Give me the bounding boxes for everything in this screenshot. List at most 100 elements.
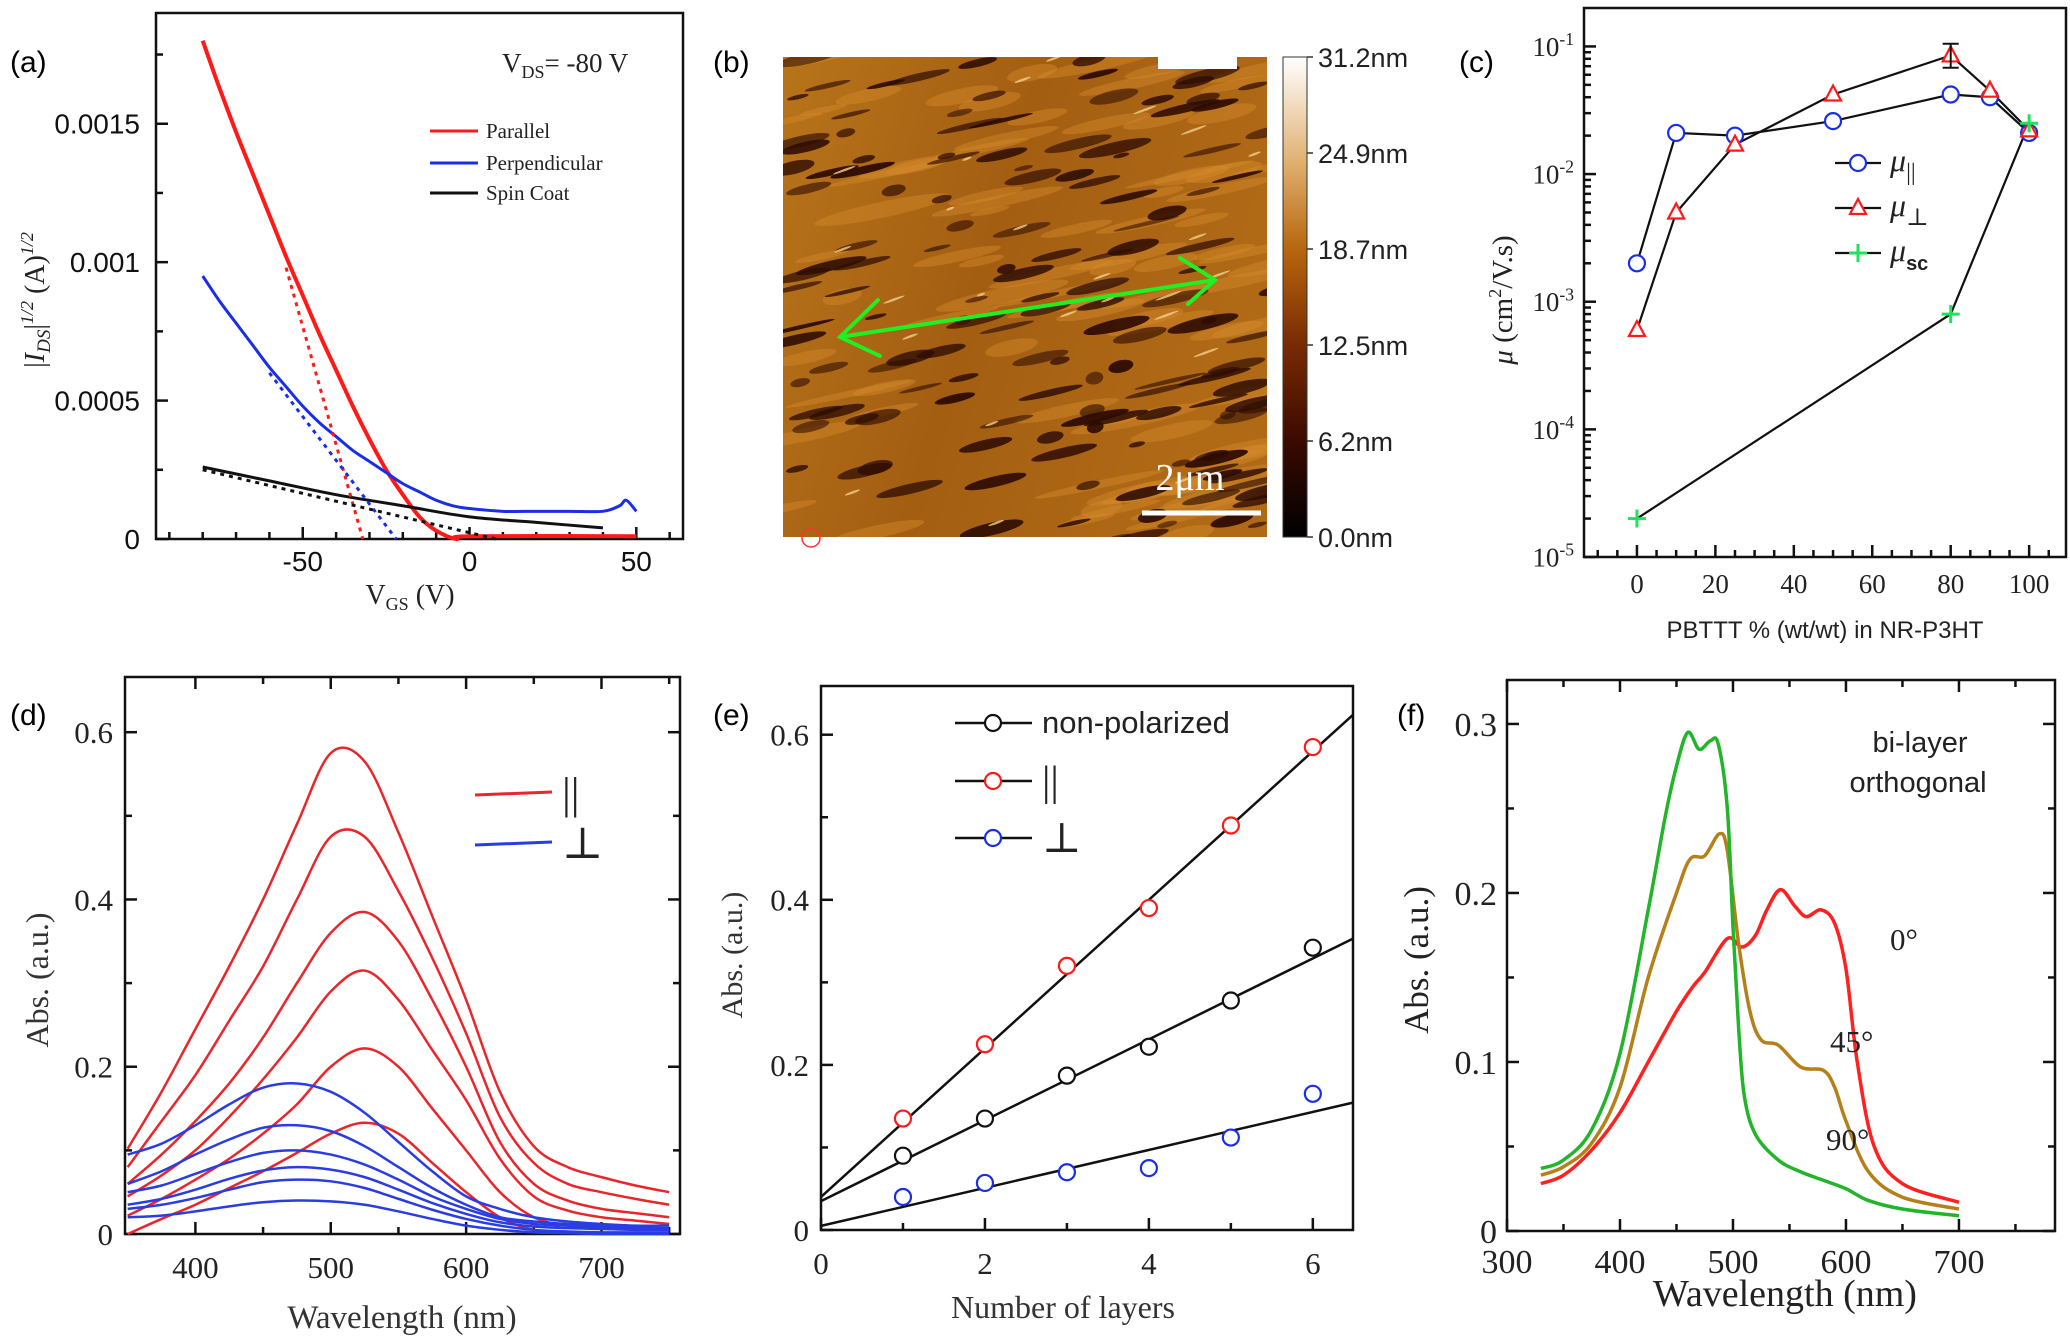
spectrum-line: [1540, 887, 1960, 1204]
spectrum-line: [126, 746, 670, 1194]
data-point: [975, 1173, 995, 1193]
x-tick-label: 80: [1937, 569, 1964, 599]
x-axis-label: VGS (V): [365, 580, 454, 614]
data-point: [1980, 79, 2000, 98]
x-tick-label: 40: [1780, 569, 1807, 599]
legend-symbol: μ: [1889, 187, 1906, 223]
fit-line: [820, 1101, 1354, 1228]
legend: μ||μ⊥μsc: [1835, 142, 1929, 275]
legend-label: ||: [1042, 759, 1059, 805]
legend-label: μ⊥: [1889, 187, 1929, 231]
y-tick-label: 10-5: [1532, 540, 1574, 573]
data-point: [1725, 133, 1745, 152]
data-point: [1627, 509, 1646, 528]
panel-label: (a): [10, 46, 47, 79]
scale-bar-label: 2μm: [1156, 457, 1225, 499]
x-axis-label: Number of layers: [951, 1289, 1175, 1325]
plot-frame: [154, 11, 685, 541]
y-tick-label: 0.4: [74, 882, 113, 917]
data-point: [1221, 816, 1240, 835]
y-tick-exponent: -4: [1559, 412, 1574, 432]
x-tick-label: 0: [462, 546, 478, 577]
image-notch: [1158, 55, 1237, 69]
colorbar: [1282, 56, 1308, 538]
legend-subscript: ||: [1906, 160, 1916, 186]
legend-label: ⊥: [1042, 816, 1082, 862]
y-tick-label: 0: [124, 524, 140, 555]
fit-line: [268, 371, 398, 540]
orientation-arrow: [836, 256, 1219, 358]
y-tick-base: 10: [1532, 287, 1559, 317]
ylabel-sup: 2: [1485, 289, 1505, 298]
spectrum-line: [126, 910, 670, 1219]
series-group: [1540, 730, 1960, 1218]
panel-d-absorption-spectra: 400 500 600 700 0 0.2 0.4 0.6 ||⊥ Abs. (a.u.) Wave…: [19, 675, 682, 1336]
ylabel-bar: |: [20, 362, 51, 368]
panel-f-bilayer-spectra: 300 400 500 600 700 0 0.1 0.2 0.3 0° 45° 90° bi-laye…: [1397, 678, 2057, 1315]
colorbar-label: 18.7nm: [1318, 235, 1408, 265]
annotation-line: bi-layer: [1872, 727, 1967, 759]
panel-label: (c): [1459, 46, 1494, 79]
y-tick-label: 0.2: [1455, 876, 1498, 913]
spectrum-line: [1540, 831, 1960, 1211]
series-line: [201, 275, 638, 514]
error-bar: [1942, 42, 1959, 69]
data-point: [1627, 254, 1647, 273]
vds-annotation: VDS= -80 V: [502, 48, 629, 82]
x-tick-label: 400: [1594, 1244, 1645, 1281]
data-point: [1057, 1066, 1077, 1085]
y-tick-base: 10: [1532, 415, 1559, 445]
panel-b-afm-image: 2μm 31.2nm 24.9nm 18.7nm 12.5nm 6.2nm 0.0nm: [783, 43, 1408, 553]
data-point: [1303, 938, 1322, 957]
y-axis-label: Abs. (a.u.): [1397, 886, 1436, 1034]
panel-label: (b): [713, 46, 750, 79]
data-point: [975, 1035, 995, 1054]
x-tick-label: 600: [443, 1250, 490, 1285]
data-point: [2020, 114, 2039, 133]
legend-label: μsc: [1889, 232, 1928, 275]
x-tick-label: 700: [1933, 1244, 1984, 1281]
data-point: [1941, 305, 1960, 324]
panel-c-mobility: 0 20 40 60 80 10010-510-410-310-210-1μ||μ⊥μsc…: [1485, 6, 2068, 644]
axis-ticks: [819, 733, 1315, 1232]
data-point: [983, 771, 1003, 791]
y-tick-label: 0.1: [1455, 1045, 1498, 1082]
ylabel-sub: DS: [34, 329, 55, 354]
data-point: [1941, 85, 1960, 104]
y-axis-label: μ (cm2/V.s): [1485, 235, 1519, 365]
data-point: [1848, 153, 1868, 173]
data-point: [1823, 83, 1843, 102]
legend-symbol: μ: [1889, 232, 1906, 268]
series-group: [1627, 42, 2039, 528]
y-tick-exponent: -1: [1559, 29, 1574, 49]
colorbar-label: 24.9nm: [1318, 139, 1408, 169]
plot-frame: [1582, 6, 2068, 559]
y-tick-label: 0.4: [770, 883, 809, 918]
annotation-sub: DS: [522, 62, 545, 82]
y-tick-base: 10: [1532, 32, 1559, 62]
y-tick-label: 0.3: [1455, 707, 1498, 744]
y-axis-label: Abs. (a.u.): [19, 912, 55, 1047]
data-point: [1139, 1158, 1158, 1178]
y-tick-exponent: -3: [1559, 284, 1574, 304]
xlabel-sub: GS: [386, 594, 409, 614]
ylabel-unit: (cm: [1487, 297, 1519, 350]
data-point: [1848, 196, 1868, 216]
y-axis-label: Abs. (a.u.): [716, 892, 749, 1019]
colorbar-label: 12.5nm: [1318, 331, 1408, 361]
x-tick-label: 100: [2009, 569, 2050, 599]
data-point: [1057, 1163, 1077, 1182]
data-point: [893, 1187, 913, 1207]
y-tick-label: 0.0005: [54, 385, 140, 416]
y-tick-label: 0.6: [770, 718, 809, 753]
x-tick-label: 0: [813, 1246, 829, 1281]
ylabel-symbol: μ: [1487, 350, 1519, 366]
legend-subscript: sc: [1906, 253, 1928, 275]
x-tick-label: 6: [1305, 1246, 1321, 1281]
data-point: [983, 713, 1003, 733]
axis-ticks: [125, 677, 680, 1236]
x-tick-label: 60: [1859, 569, 1886, 599]
y-tick-base: 10: [1532, 160, 1559, 190]
plot-frame: [819, 684, 1355, 1232]
